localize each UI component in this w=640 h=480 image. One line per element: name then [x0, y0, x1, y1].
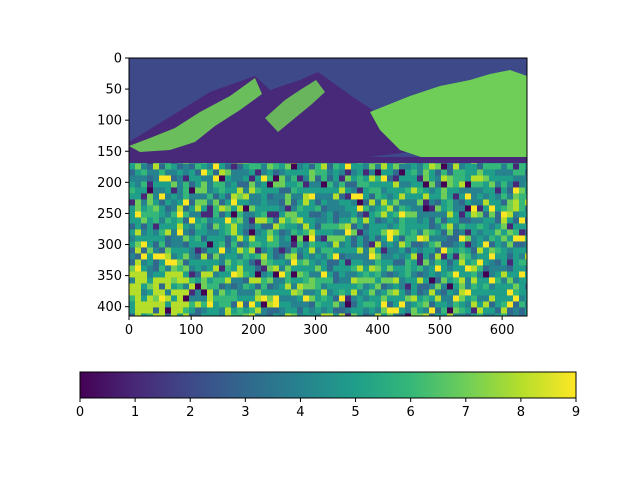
heatmap-image: [129, 58, 527, 316]
y-tick-label: 300: [97, 238, 122, 253]
colorbar-tick-label: 4: [296, 405, 304, 420]
y-tick-label: 200: [97, 176, 122, 191]
colorbar-tick-label: 9: [572, 405, 580, 420]
mountain-light-ridge: [265, 80, 325, 132]
mountain-light-left: [129, 78, 262, 152]
mountain-light-right: [370, 70, 527, 160]
colorbar-ticks: 0 1 2 3 4 5 6 7 8 9: [76, 398, 580, 420]
colorbar-tick-label: 3: [241, 405, 249, 420]
x-tick-label: 100: [179, 323, 204, 338]
y-axis: 0 50 100 150 200 250 300 350 400: [97, 52, 129, 315]
colorbar-tick-label: 2: [186, 405, 194, 420]
colorbar-tick-label: 6: [407, 405, 415, 420]
y-tick-label: 400: [97, 300, 122, 315]
x-tick-label: 300: [303, 323, 328, 338]
heatmap-cells: [129, 157, 527, 316]
colorbar-gradient: [80, 372, 576, 398]
y-tick-label: 350: [97, 269, 122, 284]
horizon-band: [129, 157, 527, 163]
axes-frame: [128, 57, 528, 317]
colorbar-tick-label: 5: [351, 405, 359, 420]
y-tick-label: 150: [97, 145, 122, 160]
x-tick-label: 200: [241, 323, 266, 338]
y-tick-label: 250: [97, 207, 122, 222]
colorbar: 0 1 2 3 4 5 6 7 8 9: [76, 371, 580, 420]
x-tick-label: 600: [490, 323, 515, 338]
colorbar-tick-label: 7: [462, 405, 470, 420]
colorbar-tick-label: 8: [517, 405, 525, 420]
y-tick-label: 50: [105, 83, 122, 98]
x-tick-label: 0: [125, 323, 133, 338]
colorbar-frame: [79, 371, 577, 399]
colorbar-tick-label: 1: [131, 405, 139, 420]
y-tick-label: 100: [97, 114, 122, 129]
x-tick-label: 400: [365, 323, 390, 338]
colorbar-tick-label: 0: [76, 405, 84, 420]
y-tick-label: 0: [114, 52, 122, 67]
x-tick-label: 500: [428, 323, 453, 338]
x-axis: 0 100 200 300 400 500 600: [125, 316, 515, 338]
